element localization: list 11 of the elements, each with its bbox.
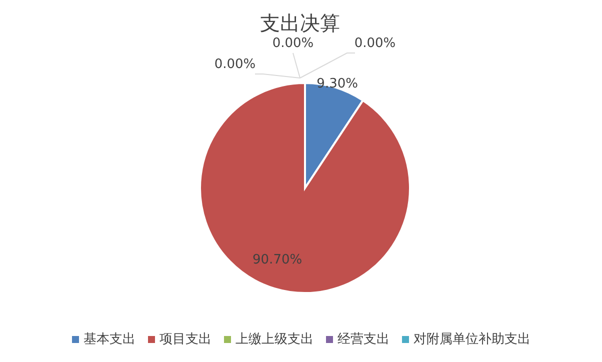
text: 0.00% [272, 36, 314, 51]
legend-label: 经营支出 [338, 331, 390, 348]
data-label: 9.30% [316, 76, 358, 92]
legend-label: 基本支出 [84, 331, 136, 348]
chart-title: 支出决算 [260, 11, 340, 35]
legend-label: 对附属单位补助支出 [414, 331, 530, 348]
legend-label: 上缴上级支出 [236, 331, 314, 348]
data-label: 90.70% [252, 252, 302, 268]
text: 0.00% [354, 36, 396, 51]
legend-label: 项目支出 [160, 331, 212, 348]
text: 0.00% [214, 57, 256, 72]
